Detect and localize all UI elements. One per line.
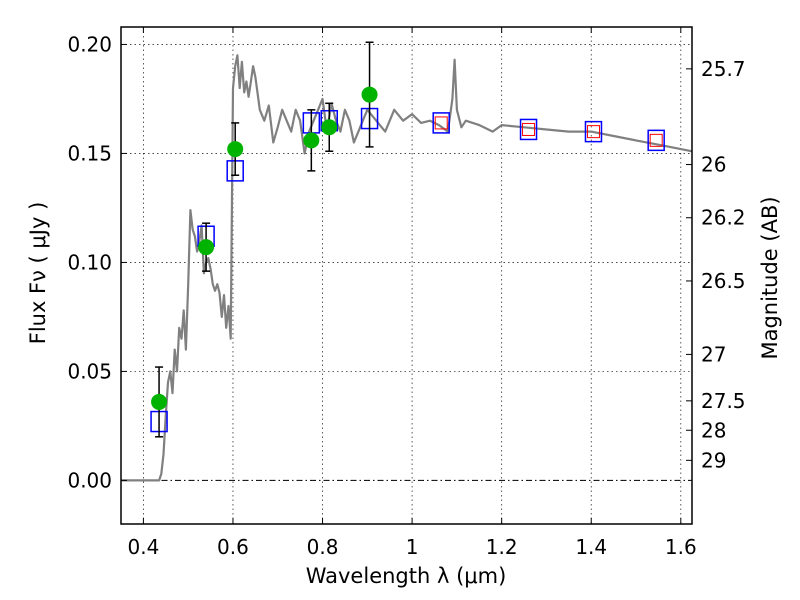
y-tick-label: 0.05	[67, 359, 112, 383]
model-photometry-box	[584, 120, 603, 143]
x-tick-label: 1.4	[575, 535, 607, 559]
y-tick-label: 0.10	[67, 250, 112, 274]
observed-flux-point	[198, 239, 215, 256]
x-axis-label: Wavelength λ (μm)	[306, 564, 507, 588]
x-tick-label: 1	[406, 535, 419, 559]
model-photometry-inner-box	[522, 122, 536, 136]
y-tick-label: 0.00	[67, 468, 112, 492]
x-tick-label: 0.4	[127, 535, 159, 559]
y-axis-label: Flux Fν ( μJy )	[26, 202, 50, 345]
mag-tick-label: 27	[701, 342, 726, 366]
x-tick-label: 1.6	[665, 535, 697, 559]
grid-layer	[121, 27, 692, 524]
mag-tick-label: 27.5	[701, 389, 746, 413]
model-photometry-inner-box	[649, 133, 663, 147]
mag-tick-label: 26.2	[701, 206, 746, 230]
x-tick-label: 0.8	[307, 535, 339, 559]
plot-layer	[121, 41, 693, 482]
y-tick-label: 0.15	[67, 141, 112, 165]
model-photometry-box	[432, 112, 450, 134]
model-photometry-inner-box	[434, 116, 448, 130]
right-axis-label: Magnitude (AB)	[758, 196, 782, 359]
model-spectrum-line	[121, 54, 693, 482]
axes-layer: 0.4 0.6 0.8 1 1.2 1.4 1.6 0.00 0.05 0.10 0.15 0.20 2…	[67, 27, 746, 559]
model-photometry-box	[647, 129, 665, 152]
mag-tick-label: 28	[701, 418, 726, 442]
observed-flux-point	[303, 132, 320, 149]
observed-flux-point	[151, 393, 168, 410]
observed-flux-point	[321, 119, 338, 136]
x-tick-label: 1.2	[486, 535, 518, 559]
observed-flux-point	[361, 86, 378, 103]
y-tick-label: 0.20	[67, 32, 112, 56]
mag-tick-label: 25.7	[701, 57, 746, 81]
mag-tick-label: 26.5	[701, 269, 746, 293]
model-photometry-box	[519, 118, 538, 141]
model-photometry-inner-box	[586, 125, 600, 139]
mag-tick-label: 29	[701, 448, 726, 472]
observed-flux-point	[227, 141, 244, 158]
mag-tick-label: 26	[701, 153, 726, 177]
x-tick-label: 0.6	[217, 535, 249, 559]
plot-frame	[120, 26, 693, 525]
